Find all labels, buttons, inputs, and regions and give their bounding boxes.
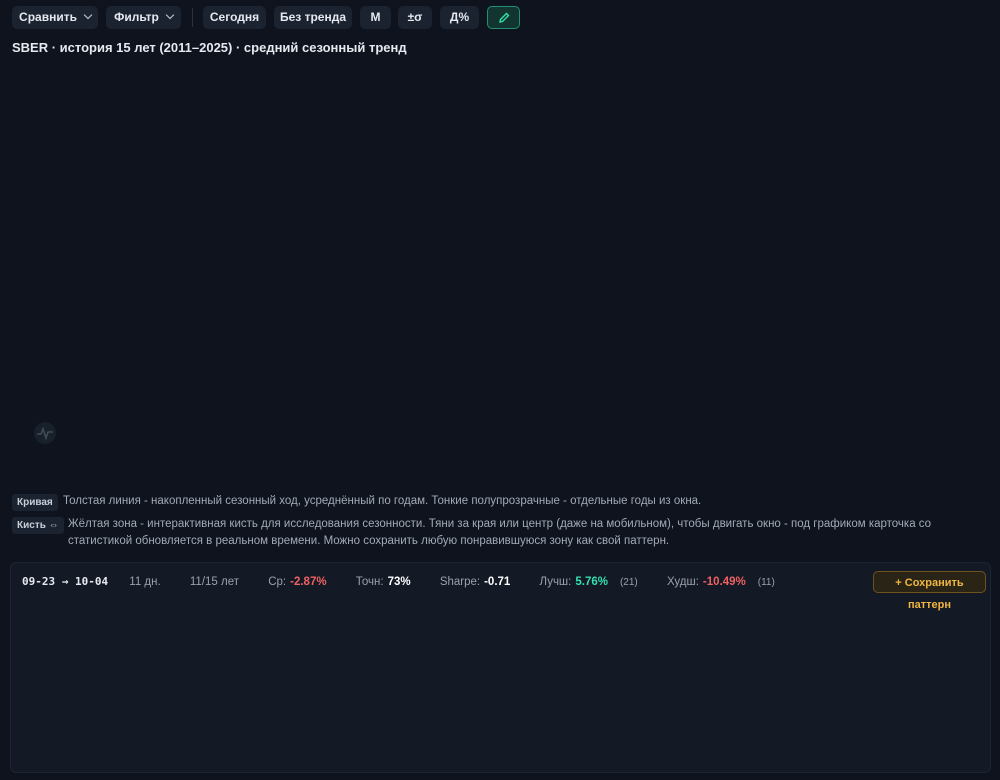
acc-label: Точн: — [355, 576, 384, 588]
avg-label: Ср: — [268, 576, 287, 588]
filter-button[interactable]: Фильтр — [106, 6, 181, 29]
sigma-button[interactable]: ±σ — [398, 6, 432, 29]
range: 09-23 → 10-04 — [22, 575, 109, 588]
watermark-icon — [34, 422, 56, 444]
detrend-button[interactable]: Без тренда — [274, 6, 352, 29]
note-tag: Кисть ⇔ — [12, 517, 64, 534]
note-tag: Кривая — [12, 494, 58, 511]
worst-year: (11) — [757, 577, 775, 588]
avg: -2.87% — [290, 576, 327, 588]
chart-title: SBER · история 15 лет (2011–2025) · сред… — [12, 40, 407, 55]
note-text: Толстая линия - накопленный сезонный ход… — [63, 495, 702, 507]
compare-button[interactable]: Сравнить — [12, 6, 98, 29]
button-label: Фильтр — [114, 10, 159, 24]
acc: 73% — [387, 576, 411, 588]
worst-label: Худш: — [666, 576, 699, 588]
note-text: Жёлтая зона - интерактивная кисть для ис… — [68, 518, 932, 547]
delta-button[interactable]: Д% — [440, 6, 479, 29]
sharpe: -0.71 — [484, 576, 511, 588]
days: 11 дн. — [129, 576, 161, 588]
stats-panel — [10, 562, 991, 773]
years: 11/15 лет — [189, 576, 240, 588]
m-button[interactable]: М — [360, 6, 391, 29]
separator — [192, 8, 193, 27]
today-button[interactable]: Сегодня — [203, 6, 266, 29]
best-year: (21) — [619, 577, 638, 588]
sharpe-label: Sharpe: — [439, 576, 481, 588]
button-label: Сравнить — [19, 10, 77, 24]
stats-row: 09-23 → 10-04 11 дн. 11/15 лет Ср: -2.87%… — [22, 575, 779, 588]
best: 5.76% — [575, 576, 608, 588]
save-pattern-button[interactable]: + Сохранить паттерн — [873, 571, 986, 611]
best-label: Лучш: — [539, 576, 572, 588]
worst: -10.49% — [702, 576, 746, 588]
